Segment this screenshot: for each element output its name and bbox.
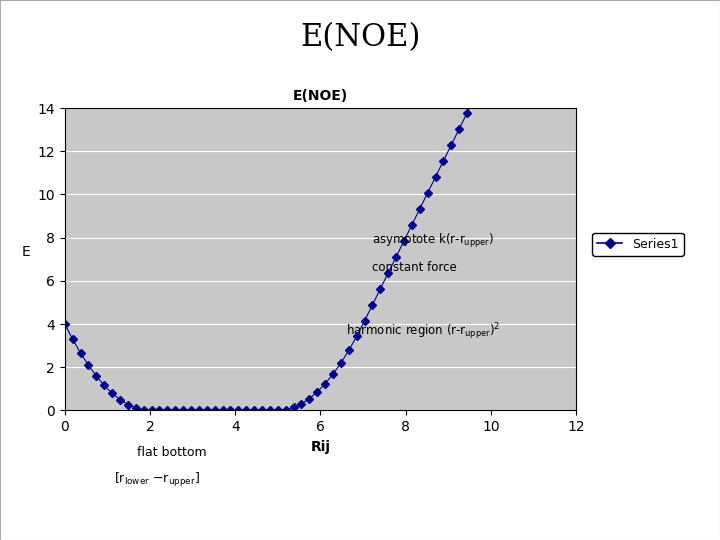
Text: E(NOE): E(NOE) [300,22,420,53]
Legend: Series1: Series1 [593,233,684,255]
Text: asymptote k(r-r$_{\mathregular{upper}}$): asymptote k(r-r$_{\mathregular{upper}}$) [372,232,493,250]
Text: [r$_{\mathregular{lower}}$ $-$r$_{\mathregular{upper}}$]: [r$_{\mathregular{lower}}$ $-$r$_{\mathr… [114,471,199,489]
Text: constant force: constant force [372,261,456,274]
Text: harmonic region (r-r$_{\mathregular{upper}}$)$^2$: harmonic region (r-r$_{\mathregular{uppe… [346,321,500,342]
Y-axis label: E: E [22,245,31,259]
Title: E(NOE): E(NOE) [293,89,348,103]
Text: flat bottom: flat bottom [138,446,207,459]
X-axis label: Rij: Rij [310,440,330,454]
